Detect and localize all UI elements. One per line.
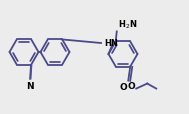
Text: O: O [127, 81, 135, 90]
Text: HN: HN [104, 38, 118, 47]
Text: O: O [119, 82, 127, 91]
Text: N: N [26, 81, 34, 90]
Text: H$_2$N: H$_2$N [118, 19, 137, 31]
